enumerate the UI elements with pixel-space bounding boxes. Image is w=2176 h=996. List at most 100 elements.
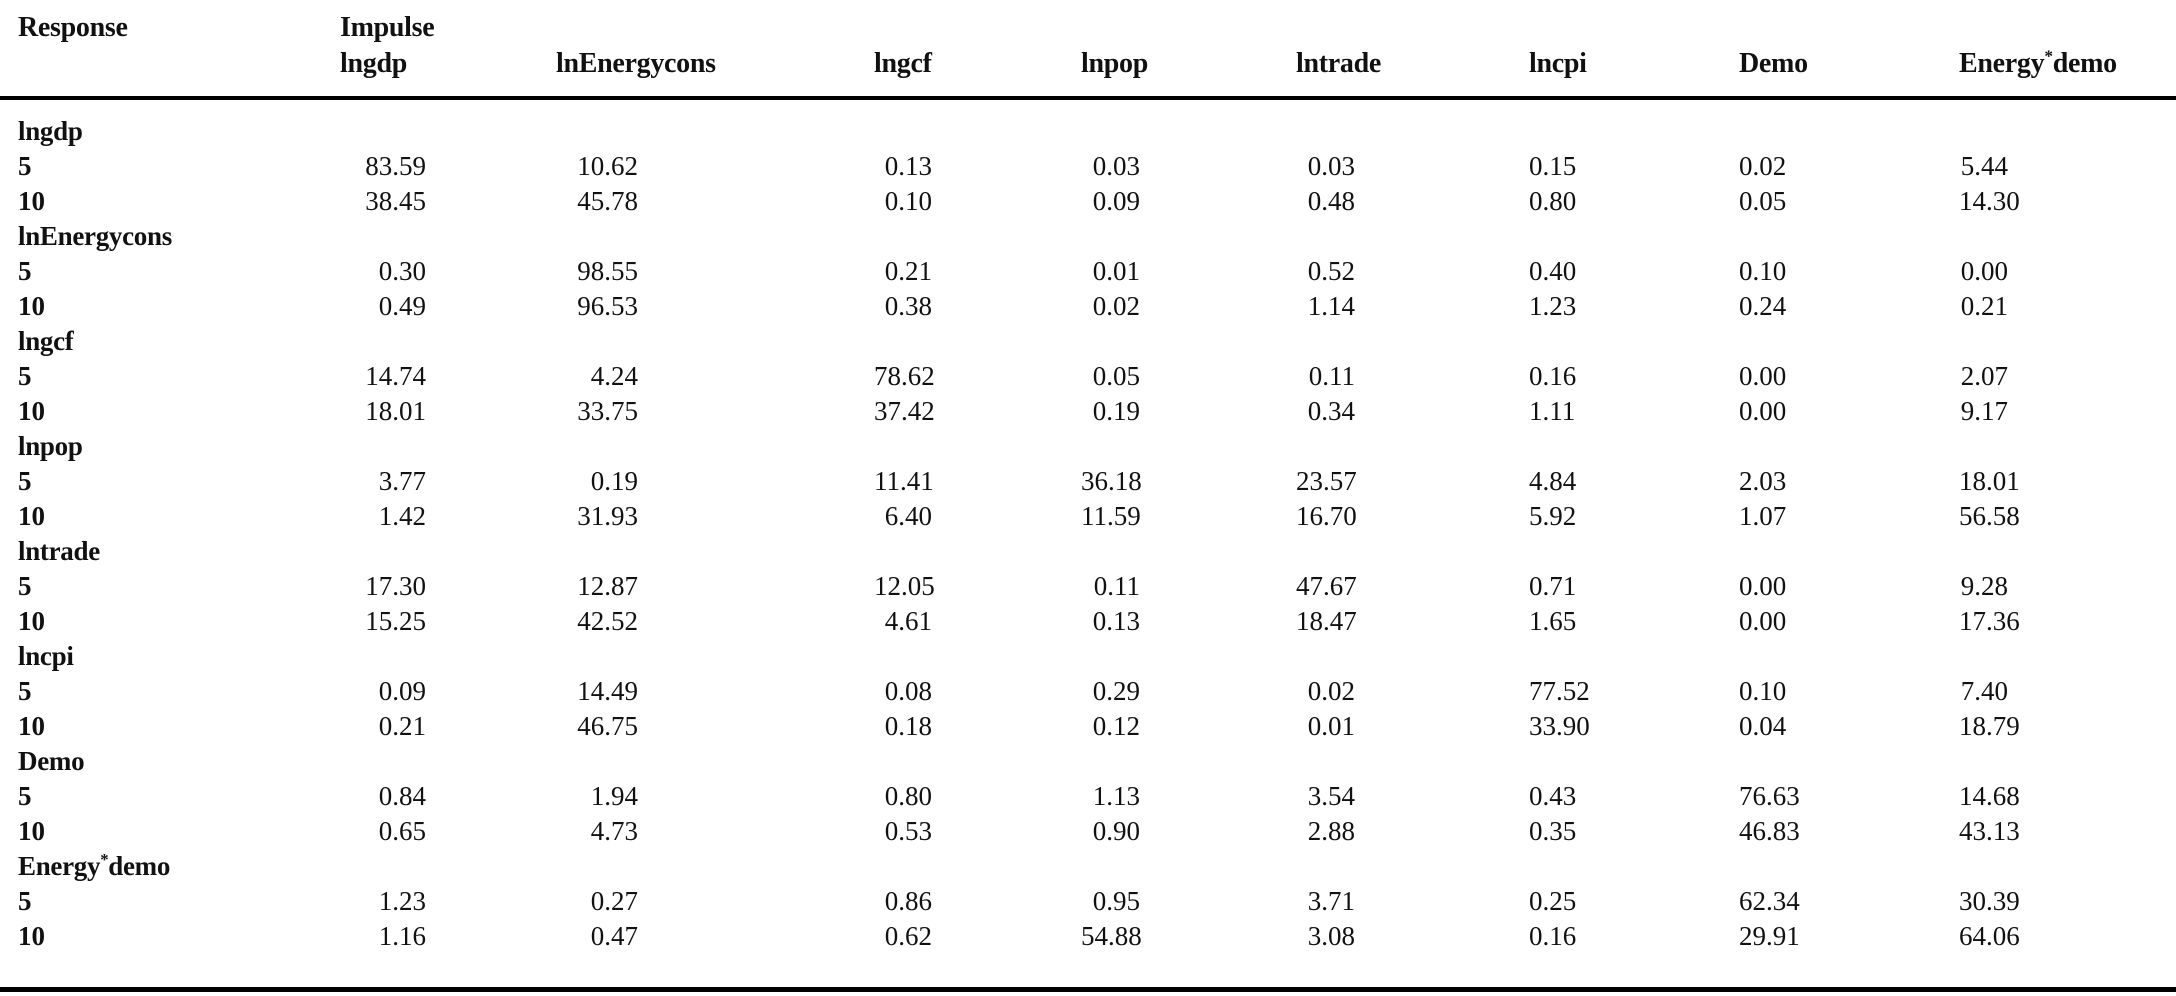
value-cell: 6.40 [884, 501, 932, 531]
horizon-row: 10 38.45 45.78 0.10 0.09 0.48 0.80 0.05 14.30 [0, 184, 2176, 219]
value-cell: 4.61 [884, 606, 932, 636]
value-cell: 31.93 [577, 501, 638, 531]
horizon-label: 10 [18, 711, 45, 741]
value-cell: 14.74 [365, 361, 426, 391]
header-spacer [874, 10, 1081, 46]
value-cell: 0.00 [1739, 361, 1787, 391]
horizon-label: 10 [18, 396, 45, 426]
horizon-label: 5 [18, 781, 32, 811]
column-header-response: Response [0, 0, 340, 100]
table-body: lngdp 5 83.59 10.62 0.13 0.03 0.03 0.15 0.02 5.44… [0, 98, 2176, 989]
value-cell: 4.73 [590, 816, 638, 846]
impulse-header-label: Impulse [340, 12, 435, 43]
value-cell: 0.13 [1092, 606, 1140, 636]
header-spacer [1081, 10, 1296, 46]
column-header-lnpop: lnpop [1081, 0, 1296, 100]
horizon-row: 5 17.30 12.87 12.05 0.11 47.67 0.71 0.00 9.28 [0, 569, 2176, 604]
column-header-impulse-lngdp: Impulse lngdp [340, 0, 556, 100]
response-group-label: Energy*demo [18, 850, 171, 881]
value-cell: 12.05 [874, 571, 935, 601]
value-cell: 0.09 [1092, 186, 1140, 216]
horizon-row: 5 14.74 4.24 78.62 0.05 0.11 0.16 0.00 2.07 [0, 359, 2176, 394]
value-cell: 0.10 [1739, 676, 1787, 706]
value-cell: 9.28 [1960, 571, 2008, 601]
value-cell: 1.23 [378, 886, 426, 916]
value-cell: 0.71 [1529, 571, 1577, 601]
value-cell: 96.53 [577, 291, 638, 321]
impulse-column-label: lncpi [1529, 48, 1587, 79]
value-cell: 0.18 [884, 711, 932, 741]
value-cell: 4.84 [1529, 466, 1577, 496]
value-cell: 98.55 [577, 256, 638, 286]
value-cell: 1.65 [1529, 606, 1577, 636]
value-cell: 0.86 [884, 886, 932, 916]
value-cell: 0.11 [1308, 361, 1355, 391]
header-row: Response Impulse lngdp lnEnergycons lngcf… [0, 0, 2176, 100]
value-cell: 23.57 [1296, 466, 1357, 496]
header-spacer [1529, 10, 1739, 46]
impulse-column-label: lngcf [874, 48, 932, 79]
value-cell: 0.01 [1307, 711, 1355, 741]
spacer-cell [0, 954, 2176, 989]
value-cell: 3.54 [1307, 781, 1355, 811]
value-cell: 0.10 [884, 186, 932, 216]
horizon-row: 5 0.09 14.49 0.08 0.29 0.02 77.52 0.10 7.40 [0, 674, 2176, 709]
value-cell: 11.59 [1081, 501, 1141, 531]
horizon-row: 5 0.84 1.94 0.80 1.13 3.54 0.43 76.63 14.68 [0, 779, 2176, 814]
value-cell: 18.01 [365, 396, 426, 426]
response-group-row: lncpi [0, 639, 2176, 674]
value-cell: 0.13 [884, 151, 932, 181]
horizon-label: 5 [18, 676, 32, 706]
response-group-label: lntrade [18, 536, 100, 566]
value-cell: 36.18 [1081, 466, 1142, 496]
value-cell: 18.47 [1296, 606, 1357, 636]
value-cell: 0.00 [1739, 571, 1787, 601]
value-cell: 0.29 [1092, 676, 1140, 706]
value-cell: 78.62 [874, 361, 935, 391]
value-cell: 0.25 [1529, 886, 1577, 916]
table-header: Response Impulse lngdp lnEnergycons lngcf… [0, 0, 2176, 100]
horizon-row: 5 83.59 10.62 0.13 0.03 0.03 0.15 0.02 5.44 [0, 149, 2176, 184]
spacer-row [0, 954, 2176, 989]
horizon-row: 10 15.25 42.52 4.61 0.13 18.47 1.65 0.00 17.36 [0, 604, 2176, 639]
value-cell: 0.10 [1739, 256, 1787, 286]
column-header-lngcf: lngcf [874, 0, 1081, 100]
value-cell: 16.70 [1296, 501, 1357, 531]
value-cell: 0.21 [884, 256, 932, 286]
horizon-row: 10 18.01 33.75 37.42 0.19 0.34 1.11 0.00 9.17 [0, 394, 2176, 429]
value-cell: 9.17 [1960, 396, 2008, 426]
header-spacer [1739, 10, 1959, 46]
value-cell: 1.42 [378, 501, 426, 531]
horizon-label: 5 [18, 361, 32, 391]
value-cell: 4.24 [590, 361, 638, 391]
value-cell: 3.71 [1307, 886, 1355, 916]
value-cell: 0.48 [1307, 186, 1355, 216]
value-cell: 0.35 [1529, 816, 1577, 846]
response-group-row: lntrade [0, 534, 2176, 569]
column-header-lncpi: lncpi [1529, 0, 1739, 100]
value-cell: 14.68 [1959, 781, 2020, 811]
value-cell: 18.01 [1959, 466, 2020, 496]
value-cell: 54.88 [1081, 921, 1142, 951]
value-cell: 0.19 [590, 466, 638, 496]
response-group-row: lngdp [0, 98, 2176, 149]
response-group-label: lncpi [18, 641, 74, 671]
value-cell: 37.42 [874, 396, 935, 426]
value-cell: 12.87 [577, 571, 638, 601]
value-cell: 0.01 [1092, 256, 1140, 286]
horizon-row: 10 0.65 4.73 0.53 0.90 2.88 0.35 46.83 43.13 [0, 814, 2176, 849]
response-group-label: lnEnergycons [18, 221, 172, 251]
value-cell: 2.07 [1960, 361, 2008, 391]
value-cell: 0.80 [1529, 186, 1577, 216]
value-cell: 1.94 [590, 781, 638, 811]
impulse-column-label: lnpop [1081, 48, 1148, 79]
value-cell: 0.95 [1092, 886, 1140, 916]
horizon-label: 10 [18, 816, 45, 846]
asterisk-superscript: * [2044, 46, 2053, 66]
value-cell: 5.44 [1960, 151, 2008, 181]
value-cell: 0.11 [1093, 571, 1140, 601]
horizon-row: 10 0.21 46.75 0.18 0.12 0.01 33.90 0.04 18.79 [0, 709, 2176, 744]
value-cell: 0.03 [1092, 151, 1140, 181]
value-cell: 1.07 [1739, 501, 1787, 531]
response-group-row: Energy*demo [0, 849, 2176, 884]
